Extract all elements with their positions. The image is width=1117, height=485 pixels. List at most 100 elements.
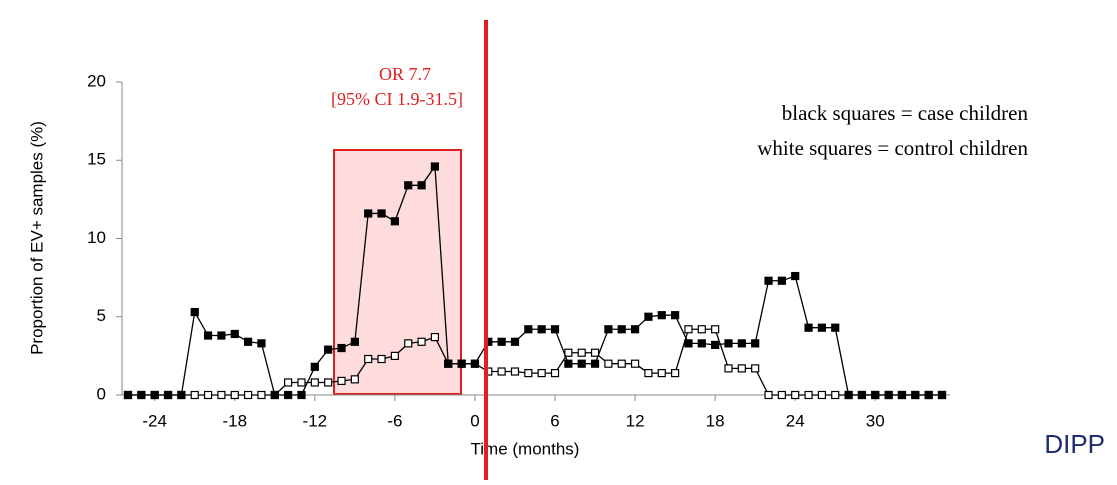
- marker: [284, 390, 293, 400]
- x-tick-label: -18: [222, 411, 247, 430]
- marker: [244, 337, 253, 346]
- marker: [337, 376, 346, 386]
- marker: [804, 390, 813, 400]
- marker: [751, 339, 760, 348]
- annotation: white squares = control children: [757, 136, 1028, 160]
- marker: [524, 368, 533, 378]
- marker: [203, 390, 213, 400]
- marker: [777, 390, 786, 400]
- x-tick-label: 6: [550, 411, 559, 430]
- marker: [711, 325, 720, 334]
- marker: [937, 390, 947, 400]
- marker: [217, 390, 226, 400]
- marker: [697, 325, 706, 334]
- marker: [590, 348, 600, 357]
- marker: [470, 359, 480, 368]
- marker: [350, 337, 359, 346]
- x-axis-label: Time (months): [471, 439, 580, 458]
- marker: [897, 390, 907, 400]
- x-tick-label: 18: [706, 411, 725, 430]
- marker: [817, 390, 826, 400]
- marker: [324, 378, 333, 387]
- marker: [644, 312, 653, 321]
- y-tick-label: 20: [87, 71, 106, 90]
- marker: [284, 378, 293, 387]
- marker: [604, 359, 613, 368]
- marker: [644, 368, 653, 378]
- marker: [684, 339, 693, 348]
- marker: [630, 325, 640, 334]
- marker: [390, 351, 399, 360]
- marker: [630, 359, 640, 368]
- marker: [751, 364, 760, 373]
- marker: [203, 331, 213, 340]
- y-tick-label: 15: [87, 150, 106, 169]
- marker: [163, 390, 173, 400]
- marker: [550, 325, 560, 334]
- marker: [737, 339, 746, 348]
- marker: [831, 323, 840, 332]
- marker: [510, 337, 520, 346]
- marker: [217, 331, 226, 340]
- x-tick-label: -12: [303, 411, 328, 430]
- marker: [417, 181, 426, 190]
- marker: [564, 348, 573, 357]
- marker: [911, 390, 920, 400]
- annotation: black squares = case children: [782, 101, 1029, 125]
- marker: [510, 367, 520, 376]
- x-tick-label: 0: [470, 411, 479, 430]
- marker: [270, 390, 279, 400]
- marker: [350, 375, 359, 384]
- y-axis-label: Proportion of EV+ samples (%): [27, 121, 46, 355]
- marker: [230, 390, 239, 400]
- marker: [497, 367, 506, 376]
- x-tick-label: -6: [387, 411, 402, 430]
- marker: [804, 323, 813, 332]
- marker: [377, 354, 386, 364]
- marker: [297, 378, 306, 387]
- x-tick-label: -24: [142, 411, 167, 430]
- marker: [404, 181, 413, 190]
- marker: [924, 390, 933, 400]
- marker: [444, 359, 453, 368]
- marker: [537, 325, 546, 334]
- marker: [537, 368, 546, 378]
- marker: [430, 332, 440, 342]
- marker: [617, 359, 626, 368]
- marker: [857, 390, 867, 400]
- marker: [417, 337, 426, 346]
- y-tick-label: 0: [97, 384, 106, 403]
- marker: [697, 339, 706, 348]
- marker: [684, 325, 693, 334]
- marker: [671, 311, 680, 320]
- marker: [817, 323, 826, 332]
- x-tick-label: 30: [866, 411, 885, 430]
- marker: [564, 359, 573, 368]
- marker: [150, 390, 159, 400]
- marker: [457, 359, 466, 368]
- marker: [577, 348, 586, 357]
- marker: [497, 337, 506, 346]
- source: DIPP: [1044, 429, 1105, 459]
- series-line: [128, 164, 942, 396]
- y-tick-label: 5: [97, 306, 106, 325]
- marker: [791, 271, 800, 281]
- marker: [244, 390, 253, 400]
- marker: [230, 329, 239, 339]
- marker: [190, 390, 199, 400]
- marker: [324, 345, 333, 354]
- marker: [404, 339, 413, 348]
- marker: [190, 307, 199, 317]
- marker: [257, 339, 266, 348]
- marker: [657, 311, 666, 320]
- marker: [524, 325, 533, 334]
- marker: [364, 209, 373, 218]
- marker: [777, 276, 786, 285]
- x-tick-label: 12: [626, 411, 645, 430]
- marker: [871, 390, 880, 400]
- marker: [297, 390, 306, 400]
- marker: [310, 378, 319, 387]
- marker: [657, 368, 666, 378]
- marker: [430, 162, 440, 171]
